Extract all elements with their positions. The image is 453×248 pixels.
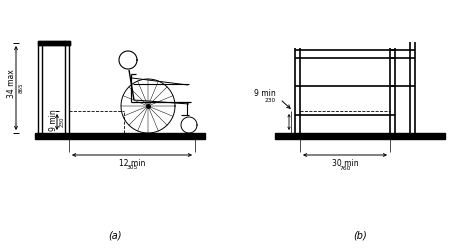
Text: 12 min: 12 min [119,159,145,168]
Text: 9 min: 9 min [49,109,58,131]
Text: 230: 230 [265,98,276,103]
Text: 9 min: 9 min [254,89,276,97]
Text: 305: 305 [126,165,138,170]
Text: (a): (a) [108,230,122,240]
Text: (b): (b) [353,230,367,240]
Text: 865: 865 [19,83,24,93]
Text: 230: 230 [60,117,65,127]
Text: 760: 760 [339,166,351,171]
Text: 34 max: 34 max [8,70,16,98]
Text: 30 min: 30 min [332,159,358,168]
